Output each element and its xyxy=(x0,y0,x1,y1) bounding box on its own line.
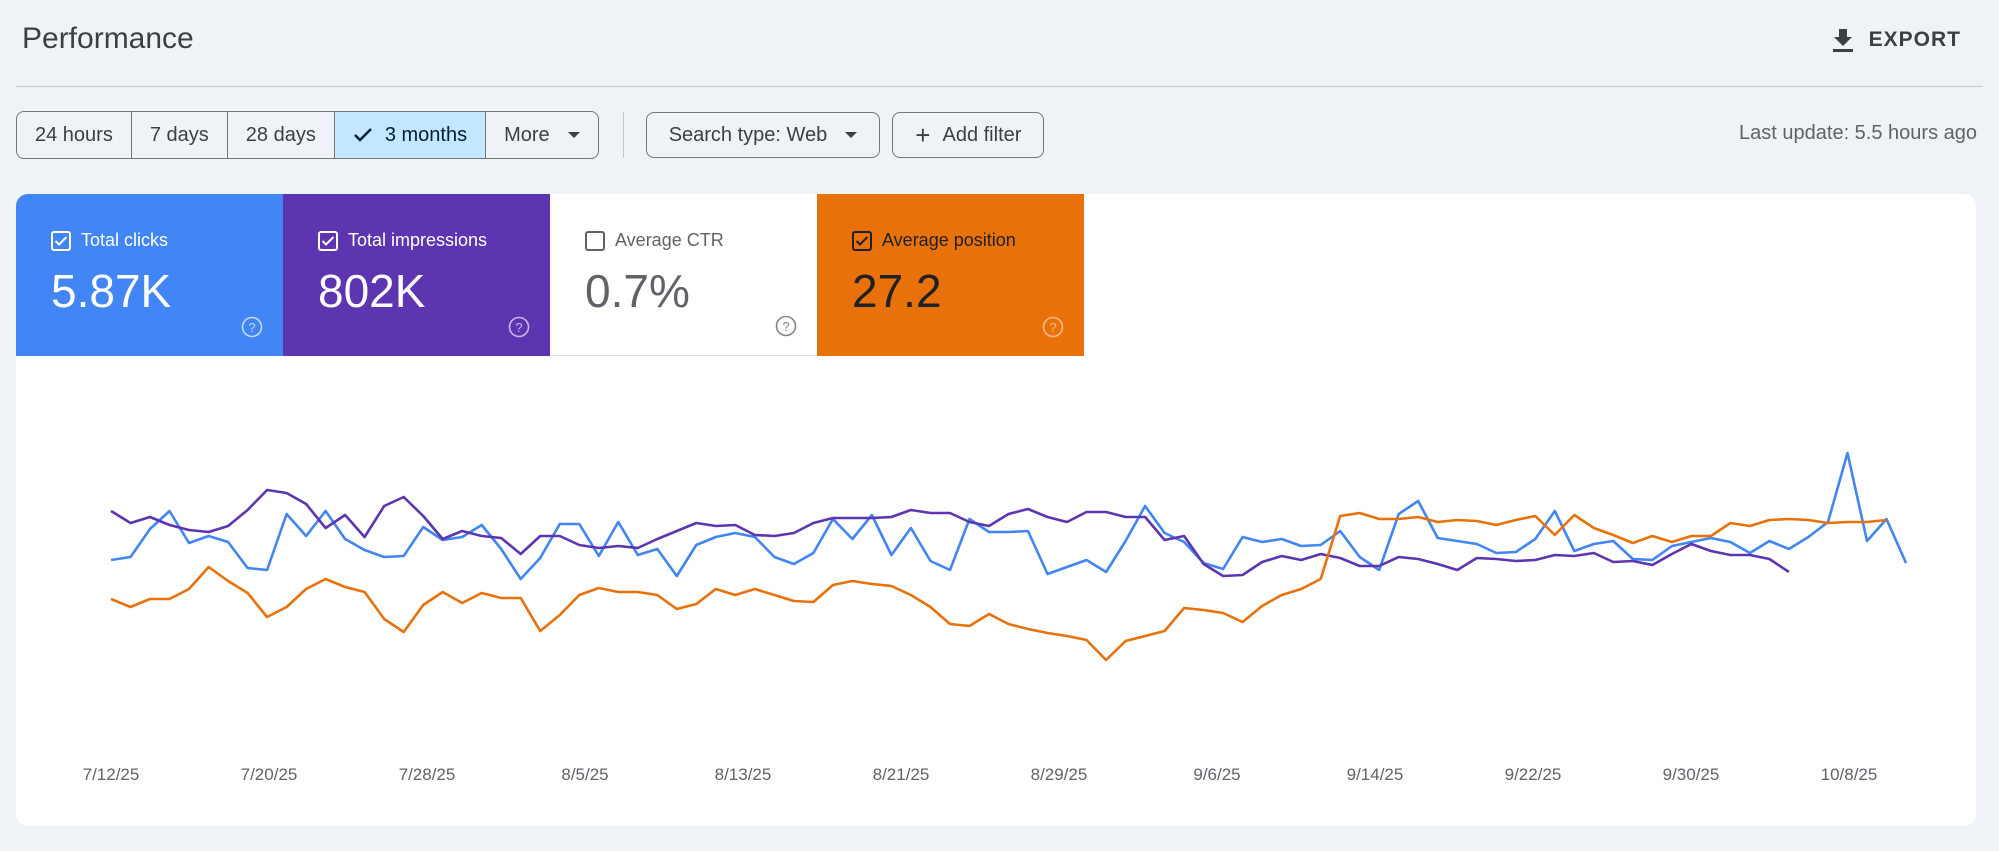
range-more-dropdown[interactable]: More xyxy=(486,112,598,158)
performance-card: Total clicks 5.87K ? Total impressions 8… xyxy=(16,194,1976,826)
plus-icon: + xyxy=(915,120,931,150)
range-label: 7 days xyxy=(149,123,209,146)
x-tick-label: 10/8/25 xyxy=(1821,765,1878,784)
range-label: 3 months xyxy=(384,123,468,146)
header-divider xyxy=(16,86,1983,87)
series-line-average-position xyxy=(110,511,1887,662)
performance-line-chart: 7/12/25 7/20/25 7/28/25 8/5/25 8/13/25 8/21/2… xyxy=(83,451,1908,784)
export-label: EXPORT xyxy=(1868,28,1961,51)
metric-tile-total-impressions[interactable]: Total impressions 802K ? xyxy=(283,194,550,356)
range-24-hours[interactable]: 24 hours xyxy=(17,112,132,158)
svg-text:?: ? xyxy=(782,319,789,334)
checkbox-checked-icon[interactable] xyxy=(852,230,872,251)
caret-down-icon xyxy=(845,132,858,138)
range-label: 24 hours xyxy=(35,123,113,146)
svg-text:?: ? xyxy=(1049,320,1056,335)
help-icon[interactable]: ? xyxy=(775,315,797,337)
metric-label: Average position xyxy=(882,230,1016,250)
download-icon xyxy=(1832,29,1853,52)
range-7-days[interactable]: 7 days xyxy=(132,112,228,158)
svg-text:?: ? xyxy=(515,320,522,335)
range-label: More xyxy=(504,123,550,146)
add-filter-label: Add filter xyxy=(942,123,1022,146)
checkbox-checked-icon[interactable] xyxy=(51,230,71,251)
filter-divider xyxy=(622,112,624,158)
metric-value: 27.2 xyxy=(852,265,942,317)
x-tick-label: 8/5/25 xyxy=(561,765,608,784)
x-tick-label: 9/6/25 xyxy=(1193,765,1240,784)
svg-text:?: ? xyxy=(248,320,255,335)
help-icon[interactable]: ? xyxy=(241,316,263,338)
x-tick-label: 7/12/25 xyxy=(83,765,140,784)
series-line-total-impressions xyxy=(110,488,1790,578)
x-tick-label: 7/28/25 xyxy=(399,765,456,784)
range-3-months[interactable]: 3 months xyxy=(334,112,487,158)
caret-down-icon xyxy=(567,132,580,138)
checkbox-checked-icon[interactable] xyxy=(318,230,338,251)
x-tick-label: 8/29/25 xyxy=(1031,765,1088,784)
metric-label: Total impressions xyxy=(348,230,488,250)
last-update-text: Last update: 5.5 hours ago xyxy=(1739,122,1977,144)
x-tick-label: 8/21/25 xyxy=(873,765,930,784)
metric-label: Total clicks xyxy=(81,230,169,250)
date-range-selector: 24 hours 7 days 28 days 3 months More xyxy=(16,111,599,159)
page-title: Performance xyxy=(22,22,194,55)
help-icon[interactable]: ? xyxy=(508,316,530,338)
filter-bar: 24 hours 7 days 28 days 3 months More Se… xyxy=(16,111,1056,159)
x-tick-label: 9/14/25 xyxy=(1347,765,1404,784)
range-label: 28 days xyxy=(245,123,316,146)
check-icon xyxy=(353,128,372,142)
metric-label: Average CTR xyxy=(615,230,724,250)
page-header: Performance EXPORT xyxy=(0,0,1999,86)
checkbox-unchecked-icon[interactable] xyxy=(585,230,605,251)
add-filter-button[interactable]: + Add filter xyxy=(892,112,1045,158)
x-tick-label: 9/22/25 xyxy=(1505,765,1562,784)
x-tick-label: 9/30/25 xyxy=(1663,765,1720,784)
range-28-days[interactable]: 28 days xyxy=(228,112,335,158)
metric-value: 0.7% xyxy=(585,265,690,317)
search-type-dropdown[interactable]: Search type: Web xyxy=(645,112,881,158)
export-button[interactable]: EXPORT xyxy=(1831,22,1961,58)
metric-value: 802K xyxy=(318,265,426,317)
metric-tile-total-clicks[interactable]: Total clicks 5.87K ? xyxy=(16,194,283,356)
metric-value: 5.87K xyxy=(51,265,172,317)
metric-tile-average-ctr[interactable]: Average CTR 0.7% ? xyxy=(550,194,817,356)
help-icon[interactable]: ? xyxy=(1042,316,1064,338)
x-tick-label: 7/20/25 xyxy=(241,765,298,784)
x-tick-label: 8/13/25 xyxy=(715,765,772,784)
search-type-label: Search type: Web xyxy=(668,123,828,146)
metric-tile-average-position[interactable]: Average position 27.2 ? xyxy=(817,194,1084,356)
series-line-total-clicks xyxy=(110,451,1908,581)
